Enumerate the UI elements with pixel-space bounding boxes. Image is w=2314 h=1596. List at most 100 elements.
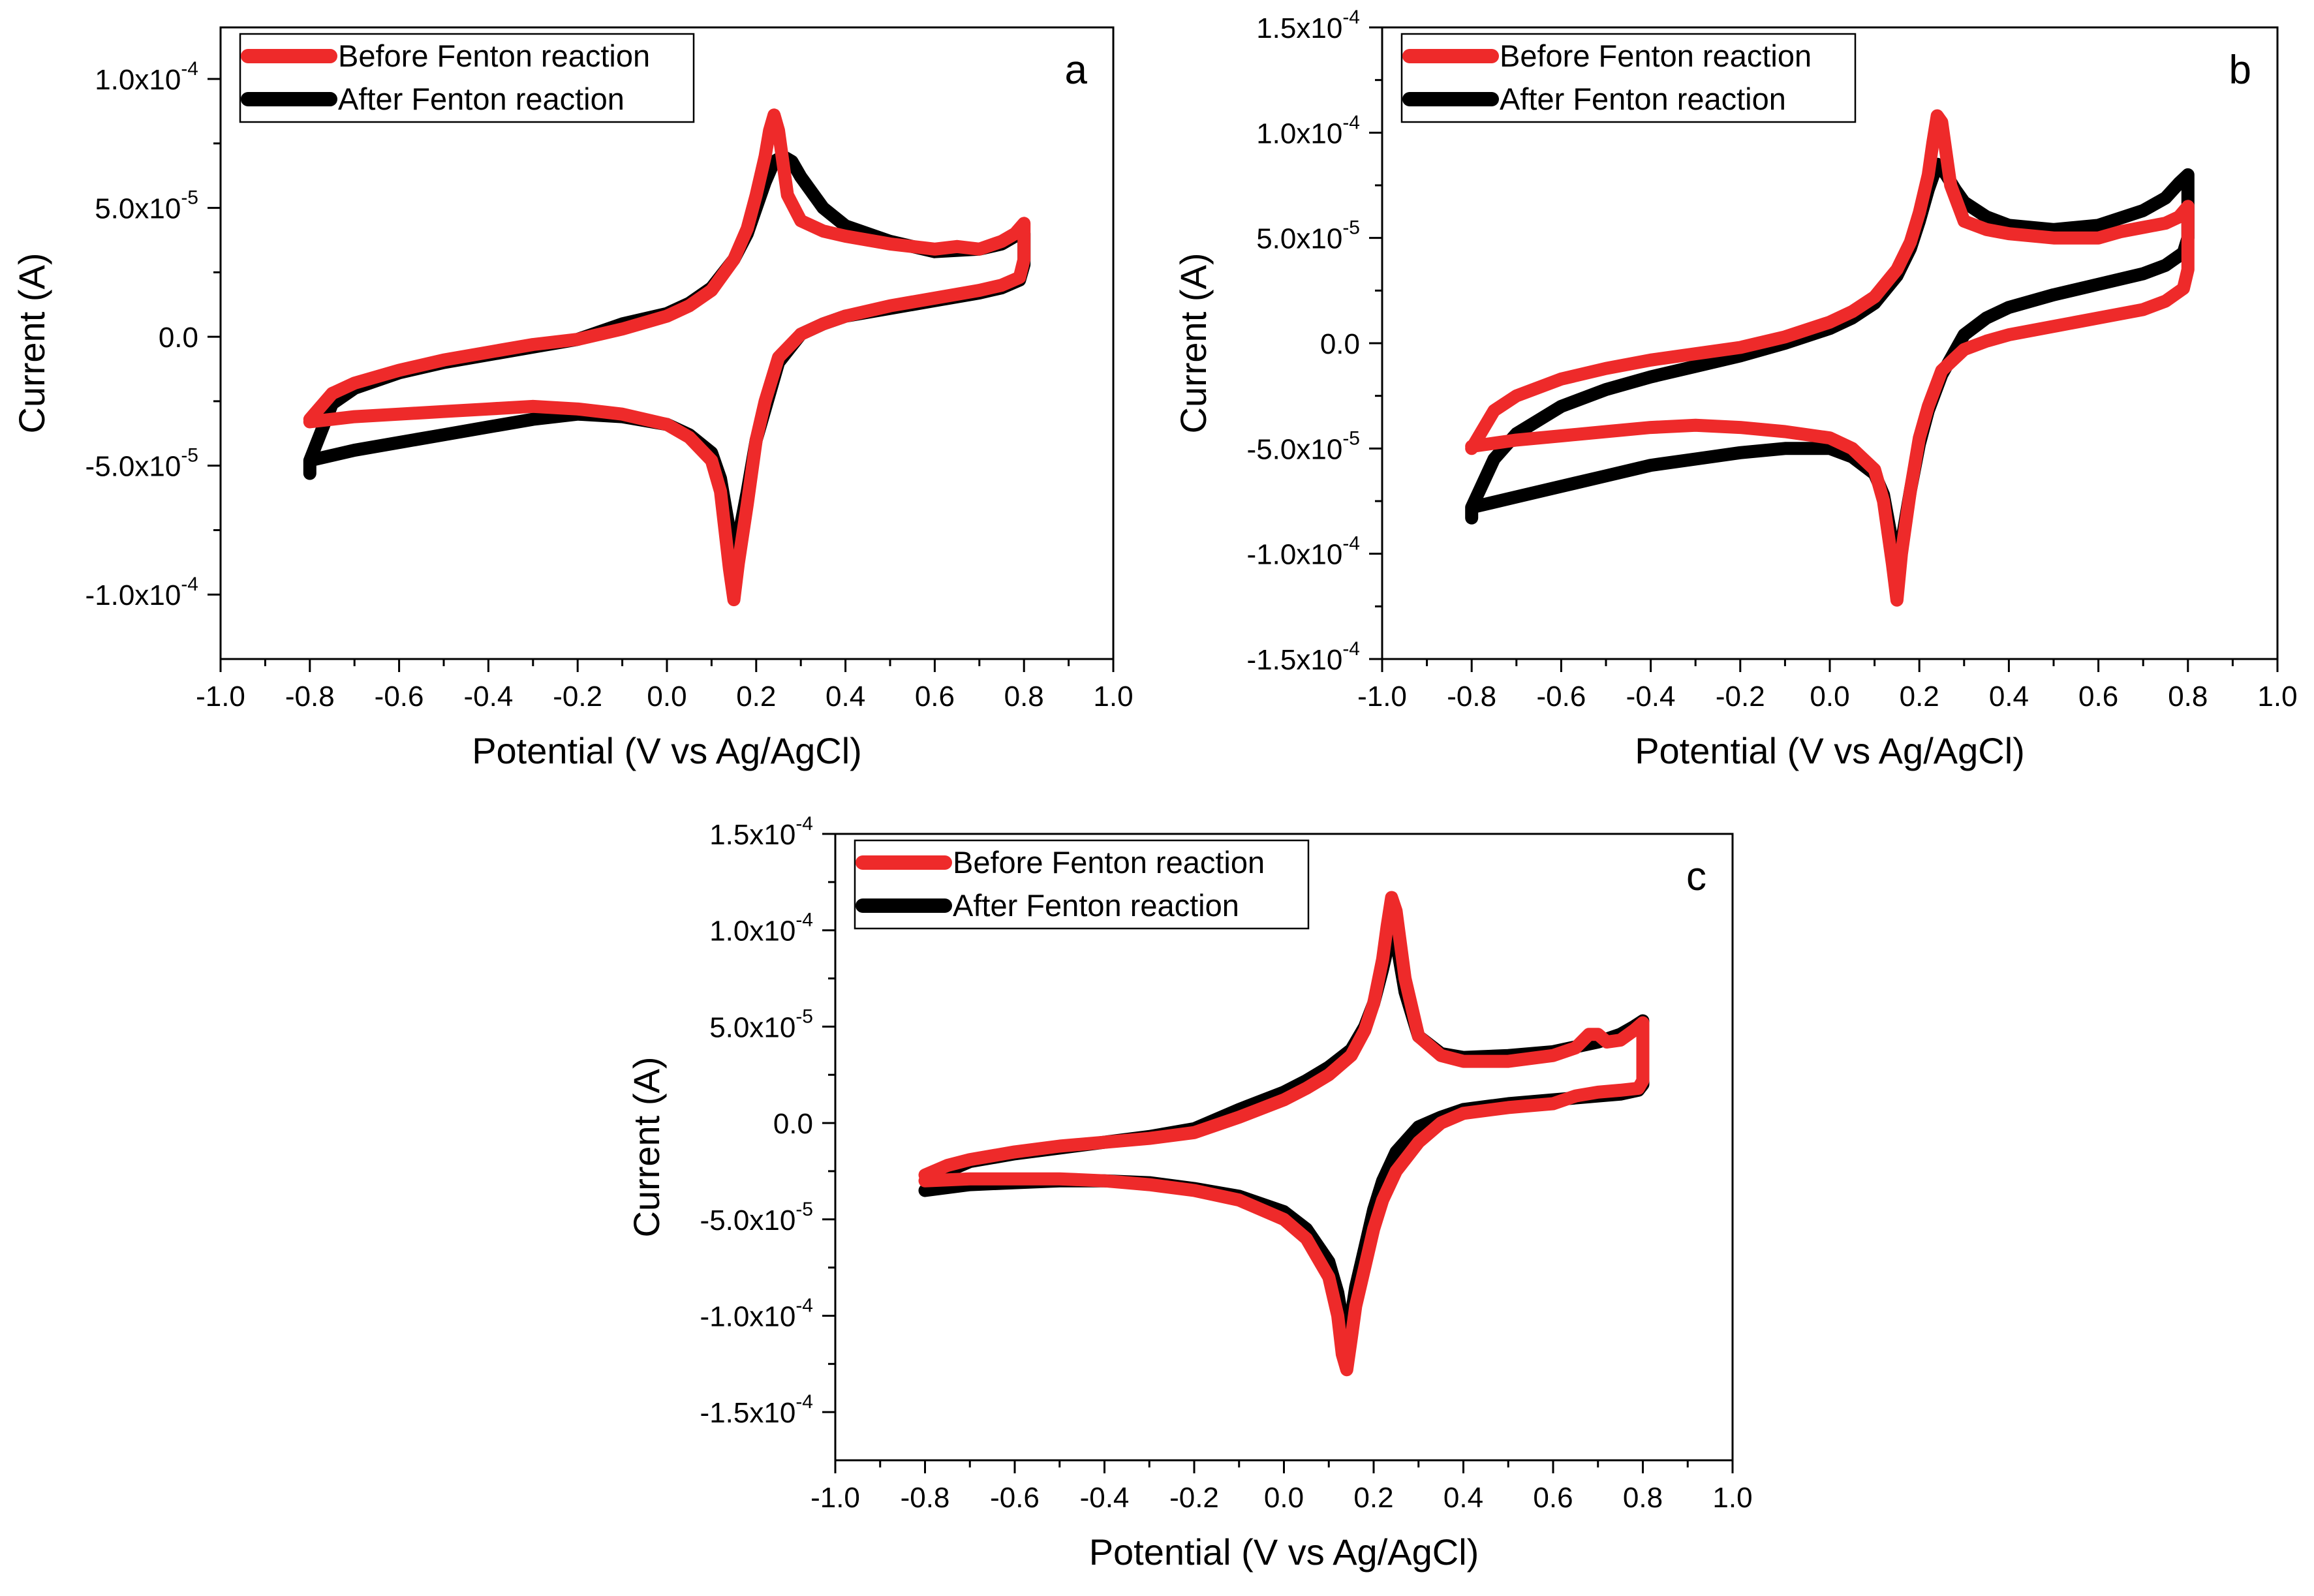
y-tick-base: -1.5x10 <box>700 1397 796 1429</box>
y-tick-base: 5.0x10 <box>709 1011 795 1043</box>
legend-label-before: Before Fenton reaction <box>338 38 650 73</box>
series-after-fenton-line <box>1465 157 2195 571</box>
panel-letter: b <box>2229 48 2251 93</box>
y-tick-label: 5.0x10-5 <box>95 187 198 225</box>
x-tick-label: -0.4 <box>1080 1482 1130 1514</box>
y-tick-base: 1.0x10 <box>95 64 181 96</box>
y-tick-label: 5.0x10-5 <box>709 1005 813 1043</box>
y-tick-exponent: -4 <box>795 910 813 931</box>
x-tick-label: -0.8 <box>1447 681 1496 713</box>
x-tick-label: 0.2 <box>1900 681 1939 713</box>
x-tick-label: 0.8 <box>1004 681 1044 713</box>
legend-label-before: Before Fenton reaction <box>953 845 1265 880</box>
panel-b: -1.0 -0.8 -0.6 -0.4 -0.2 0.0 0.2 0.4 0.6 0.8 1.0 -1… <box>1173 7 2298 771</box>
x-tick-label: 0.8 <box>1623 1482 1663 1514</box>
x-tick-label: -0.2 <box>553 681 602 713</box>
y-tick-base: -1.0x10 <box>1247 539 1343 571</box>
x-tick-label: -1.0 <box>1357 681 1407 713</box>
y-tick-base: 1.5x10 <box>709 819 795 851</box>
y-tick-exponent: -5 <box>181 445 198 467</box>
y-tick-label: -1.0x10-4 <box>85 574 198 611</box>
y-tick-base: 0.0 <box>773 1108 813 1140</box>
y-tick-exponent: -5 <box>1342 217 1360 239</box>
x-axis-label: Potential (V vs Ag/AgCl) <box>1089 1531 1479 1573</box>
y-tick-exponent: -4 <box>181 574 198 595</box>
y-axis-label: Current (A) <box>11 253 52 434</box>
y-tick-exponent: -5 <box>795 1005 813 1027</box>
x-tick-label: 0.6 <box>1533 1482 1573 1514</box>
y-tick-base: 0.0 <box>159 322 198 354</box>
y-tick-base: -5.0x10 <box>700 1205 796 1236</box>
x-tick-label: 0.0 <box>1264 1482 1304 1514</box>
y-tick-base: 1.0x10 <box>1256 117 1342 149</box>
y-tick-base: 5.0x10 <box>1256 223 1342 255</box>
y-tick-label: -1.5x10-4 <box>1247 638 1360 676</box>
y-tick-label: 1.5x10-4 <box>709 813 813 851</box>
legend-label-after: After Fenton reaction <box>338 82 625 116</box>
x-tick-label: -0.6 <box>1536 681 1586 713</box>
x-tick-label: 1.0 <box>1712 1482 1752 1514</box>
legend <box>1400 33 1857 123</box>
series-after-fenton-line <box>303 149 1031 560</box>
y-tick-exponent: -4 <box>1342 533 1360 555</box>
x-tick-label: 0.4 <box>825 681 865 713</box>
x-tick-label: -0.6 <box>990 1482 1040 1514</box>
x-tick-label: 0.2 <box>736 681 776 713</box>
x-tick-label: 0.4 <box>1989 681 2029 713</box>
y-tick-exponent: -5 <box>1342 427 1360 449</box>
y-tick-label: -1.5x10-4 <box>700 1391 813 1429</box>
series-before-fenton-line <box>1465 109 2195 607</box>
x-tick-label: -0.8 <box>901 1482 950 1514</box>
y-tick-base: -1.0x10 <box>700 1300 796 1332</box>
series-after-fenton-line <box>918 923 1650 1338</box>
panel-c: -1.0 -0.8 -0.6 -0.4 -0.2 0.0 0.2 0.4 0.6 0.8 1.0 -1… <box>626 813 1753 1573</box>
series-before-fenton-line <box>303 108 1031 607</box>
x-tick-label: -0.6 <box>375 681 424 713</box>
x-axis-label: Potential (V vs Ag/AgCl) <box>472 730 862 771</box>
x-tick-label: 0.0 <box>1810 681 1849 713</box>
panel-a: -1.0 -0.8 -0.6 -0.4 -0.2 0.0 0.2 0.4 0.6 0.8 1.0 -1… <box>11 26 1134 771</box>
panel-letter: a <box>1065 48 1088 93</box>
x-tick-label: -0.2 <box>1169 1482 1219 1514</box>
x-tick-label: -1.0 <box>196 681 245 713</box>
y-tick-exponent: -4 <box>1342 7 1360 28</box>
x-tick-label: 0.0 <box>647 681 686 713</box>
y-tick-label: 1.5x10-4 <box>1256 7 1360 44</box>
y-tick-exponent: -4 <box>795 1391 813 1413</box>
x-tick-label: -1.0 <box>810 1482 860 1514</box>
y-tick-label: 0.0 <box>1320 328 1360 360</box>
y-tick-base: 1.0x10 <box>709 915 795 947</box>
legend <box>239 33 695 123</box>
y-tick-exponent: -5 <box>795 1199 813 1220</box>
x-tick-label: 0.6 <box>915 681 955 713</box>
y-tick-base: -1.0x10 <box>85 579 181 611</box>
y-tick-label: -1.0x10-4 <box>700 1295 813 1332</box>
y-tick-base: 1.5x10 <box>1256 12 1342 44</box>
panel-letter: c <box>1686 854 1706 899</box>
x-tick-label: -0.8 <box>285 681 335 713</box>
y-tick-exponent: -4 <box>181 58 198 80</box>
x-tick-label: 0.4 <box>1443 1482 1483 1514</box>
x-tick-label: 1.0 <box>1093 681 1133 713</box>
y-tick-base: -5.0x10 <box>85 451 181 483</box>
y-tick-label: -1.0x10-4 <box>1247 533 1360 571</box>
x-axis-label: Potential (V vs Ag/AgCl) <box>1635 730 2025 771</box>
x-tick-label: 0.8 <box>2168 681 2208 713</box>
x-tick-label: 0.6 <box>2078 681 2118 713</box>
legend-label-after: After Fenton reaction <box>1500 82 1786 116</box>
x-tick-label: 0.2 <box>1353 1482 1393 1514</box>
y-tick-label: 1.0x10-4 <box>95 58 198 96</box>
y-tick-label: 5.0x10-5 <box>1256 217 1360 255</box>
y-tick-base: -1.5x10 <box>1247 644 1343 676</box>
x-tick-label: 1.0 <box>2257 681 2297 713</box>
y-tick-exponent: -4 <box>795 813 813 835</box>
y-tick-base: 5.0x10 <box>95 193 181 225</box>
y-tick-label: -5.0x10-5 <box>85 445 198 483</box>
y-tick-label: 0.0 <box>773 1108 813 1140</box>
x-tick-label: -0.4 <box>1626 681 1676 713</box>
y-tick-exponent: -4 <box>1342 112 1360 133</box>
y-axis-label: Current (A) <box>626 1057 667 1238</box>
y-tick-label: 0.0 <box>159 322 198 354</box>
y-tick-base: 0.0 <box>1320 328 1360 360</box>
